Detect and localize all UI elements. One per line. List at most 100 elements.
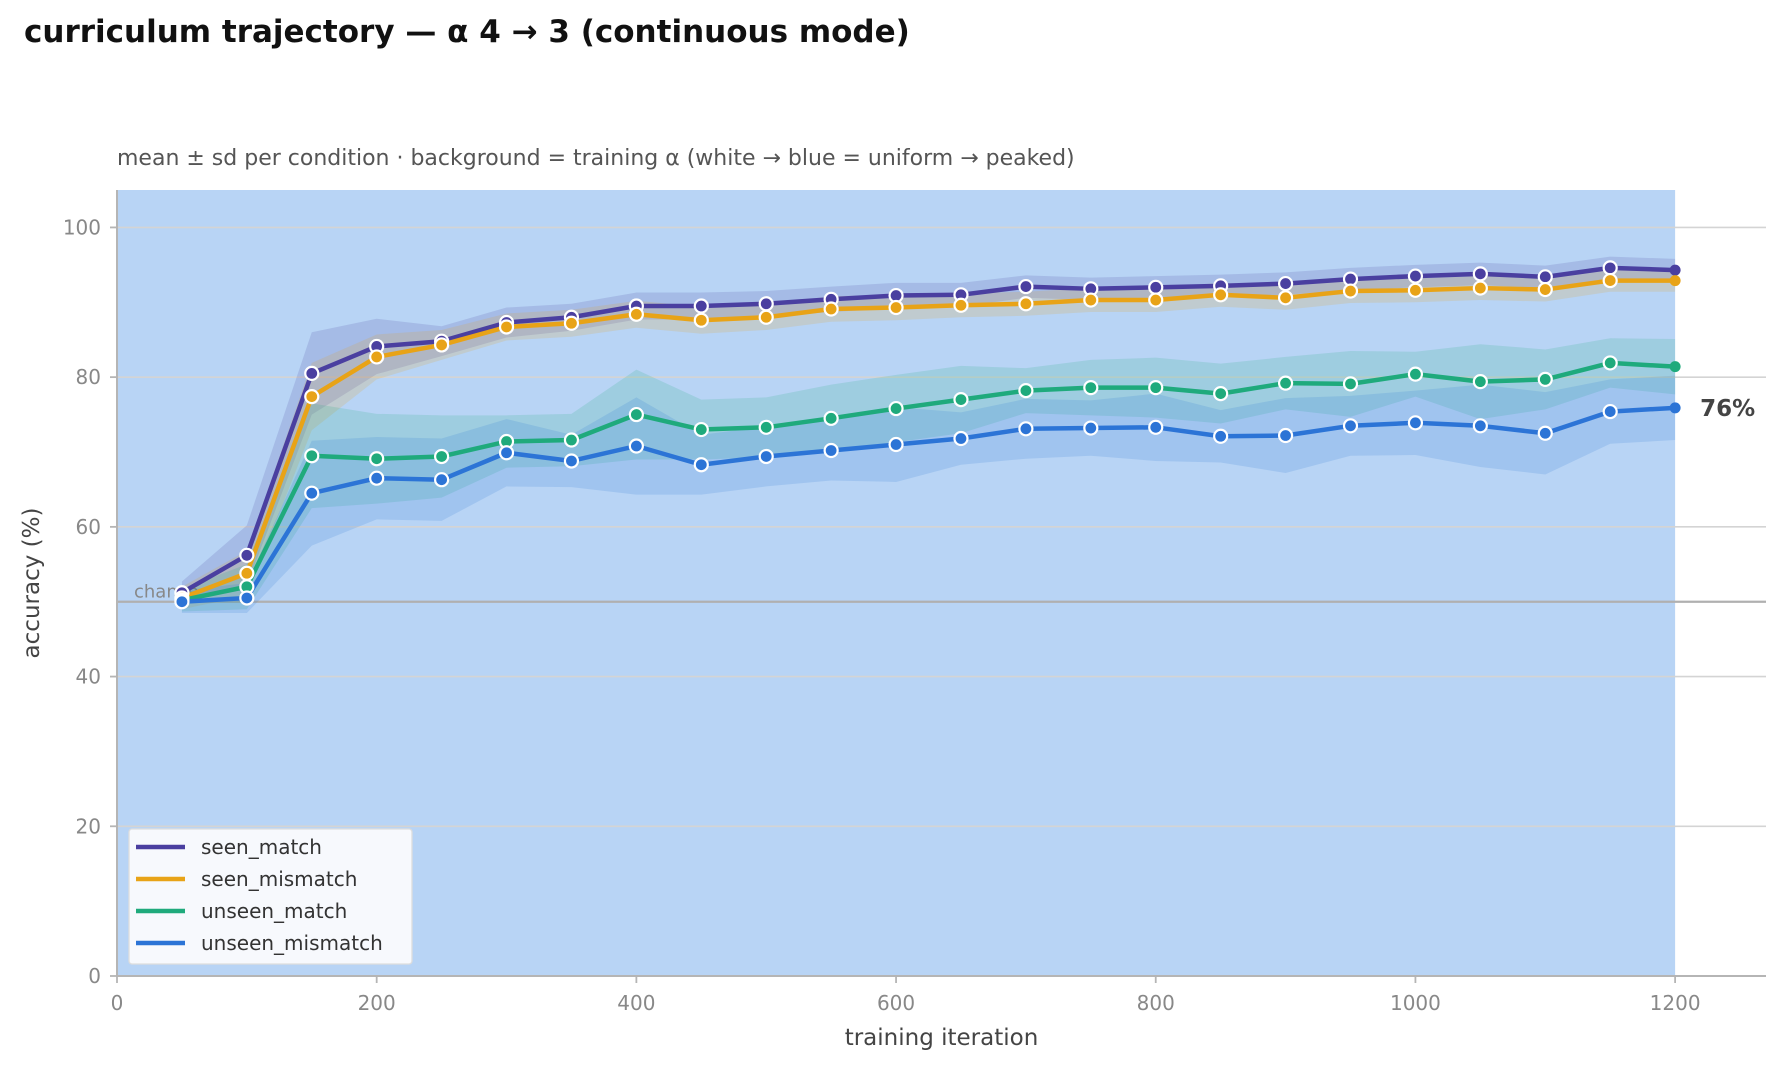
- x-tick-label: 1000: [1390, 991, 1441, 1015]
- data-point-unseen_mismatch: [823, 442, 839, 459]
- data-point-unseen_mismatch: [239, 590, 255, 606]
- data-point-unseen_match: [1537, 371, 1553, 387]
- data-point-unseen_mismatch: [1602, 403, 1618, 420]
- series-points: [174, 260, 1681, 610]
- data-point-seen_mismatch: [1537, 281, 1553, 298]
- data-point-unseen_mismatch: [953, 430, 969, 447]
- data-point-unseen_mismatch: [693, 457, 709, 473]
- data-point-unseen_match: [434, 448, 450, 465]
- data-point-seen_mismatch: [758, 309, 774, 325]
- data-point-unseen_mismatch: [498, 445, 515, 461]
- series-line-seen_match: [179, 265, 1678, 595]
- data-point-seen_mismatch: [1342, 283, 1359, 299]
- data-point-unseen_mismatch: [1407, 415, 1424, 431]
- y-axis-label: accuracy (%): [19, 508, 45, 659]
- data-point-seen_match: [1669, 264, 1681, 276]
- x-tick-label: 400: [617, 991, 655, 1015]
- data-point-unseen_match: [888, 400, 904, 417]
- data-point-seen_mismatch: [239, 565, 255, 581]
- legend-label-unseen_mismatch: unseen_mismatch: [201, 931, 383, 955]
- data-point-seen_mismatch: [1669, 275, 1681, 287]
- x-axis-label: training iteration: [845, 1025, 1039, 1051]
- y-tick-label: 100: [63, 215, 101, 239]
- x-tick-label: 800: [1137, 991, 1175, 1015]
- data-point-seen_mismatch: [1602, 272, 1618, 289]
- legend: seen_match seen_mismatch unseen_matchunsee…: [128, 828, 413, 965]
- series-lines: [179, 265, 1678, 604]
- y-tick-label: 80: [76, 365, 101, 389]
- data-point-seen_mismatch: [369, 349, 385, 365]
- x-tick-label: 600: [877, 991, 915, 1015]
- data-point-unseen_mismatch: [1342, 418, 1359, 434]
- data-point-unseen_match: [628, 406, 644, 423]
- chart-subtitle: mean ± sd per condition · background = t…: [117, 146, 1075, 171]
- series-line-seen_mismatch: [179, 278, 1678, 601]
- y-tick-label: 20: [76, 814, 101, 838]
- data-point-unseen_match: [563, 432, 580, 448]
- data-point-seen_mismatch: [1018, 296, 1034, 312]
- data-point-unseen_mismatch: [369, 470, 385, 486]
- data-point-seen_match: [239, 547, 255, 563]
- data-point-seen_mismatch: [434, 337, 450, 353]
- data-point-unseen_mismatch: [1083, 420, 1099, 436]
- data-point-unseen_mismatch: [888, 436, 904, 453]
- data-point-unseen_match: [1602, 355, 1618, 371]
- axes: [116, 190, 1766, 977]
- data-point-unseen_mismatch: [1472, 418, 1488, 434]
- data-point-unseen_match: [758, 419, 774, 435]
- data-point-seen_mismatch: [1213, 287, 1229, 303]
- data-point-seen_mismatch: [693, 312, 709, 328]
- data-point-seen_mismatch: [953, 297, 969, 313]
- gridlines: [117, 226, 1766, 828]
- data-point-unseen_match: [1148, 380, 1164, 396]
- data-point-seen_mismatch: [498, 319, 515, 335]
- data-point-unseen_mismatch: [174, 594, 190, 610]
- x-tick-label: 1200: [1650, 991, 1701, 1015]
- data-point-unseen_match: [1277, 375, 1294, 391]
- data-point-unseen_mismatch: [758, 448, 774, 465]
- data-point-seen_mismatch: [1148, 292, 1164, 308]
- data-point-unseen_mismatch: [563, 453, 580, 469]
- data-point-unseen_mismatch: [1148, 419, 1164, 435]
- legend-label-seen_mismatch: seen_mismatch: [201, 867, 357, 891]
- y-tick-label: 40: [76, 665, 101, 689]
- data-point-unseen_mismatch: [628, 438, 644, 454]
- data-point-seen_match: [1148, 279, 1164, 295]
- chart-title: curriculum trajectory — α 4 → 3 (continu…: [24, 14, 910, 50]
- data-point-unseen_mismatch: [1537, 425, 1553, 441]
- data-point-seen_match: [1537, 269, 1553, 285]
- data-point-seen_match: [304, 365, 320, 381]
- data-point-seen_match: [1472, 266, 1488, 282]
- data-point-unseen_match: [1213, 386, 1229, 402]
- x-tick-label: 200: [358, 991, 396, 1015]
- data-point-seen_mismatch: [304, 389, 320, 405]
- data-point-seen_mismatch: [628, 306, 644, 322]
- data-point-seen_match: [1407, 268, 1424, 284]
- data-point-unseen_match: [1342, 376, 1359, 392]
- data-point-unseen_match: [823, 410, 839, 426]
- data-point-seen_match: [1602, 260, 1618, 276]
- data-point-seen_mismatch: [1407, 282, 1424, 298]
- series-line-unseen_mismatch: [179, 405, 1678, 604]
- y-tick-label: 60: [76, 515, 101, 539]
- x-tick-label: 0: [111, 991, 124, 1015]
- data-point-seen_match: [1277, 275, 1294, 292]
- legend-box: [128, 828, 413, 965]
- data-point-unseen_match: [1472, 374, 1488, 390]
- legend-label-unseen_match: unseen_match: [201, 899, 347, 923]
- data-point-seen_mismatch: [1277, 290, 1294, 306]
- series-line-unseen_match: [179, 360, 1678, 603]
- data-point-seen_mismatch: [563, 315, 580, 331]
- data-point-seen_match: [1018, 278, 1034, 295]
- tick-labels: 0 200 400 600 800 1000 1200 0 20 40 60 80 100: [63, 215, 1701, 1015]
- data-point-unseen_match: [304, 448, 320, 464]
- data-point-seen_mismatch: [1083, 292, 1099, 308]
- end-value-label: 76%: [1700, 396, 1755, 422]
- y-tick-label: 0: [88, 964, 101, 988]
- data-point-unseen_match: [1018, 383, 1034, 399]
- data-point-seen_match: [693, 298, 709, 314]
- data-point-unseen_match: [1083, 380, 1099, 396]
- data-point-unseen_mismatch: [1277, 427, 1294, 444]
- sd-band-unseen_match: [181, 338, 1676, 612]
